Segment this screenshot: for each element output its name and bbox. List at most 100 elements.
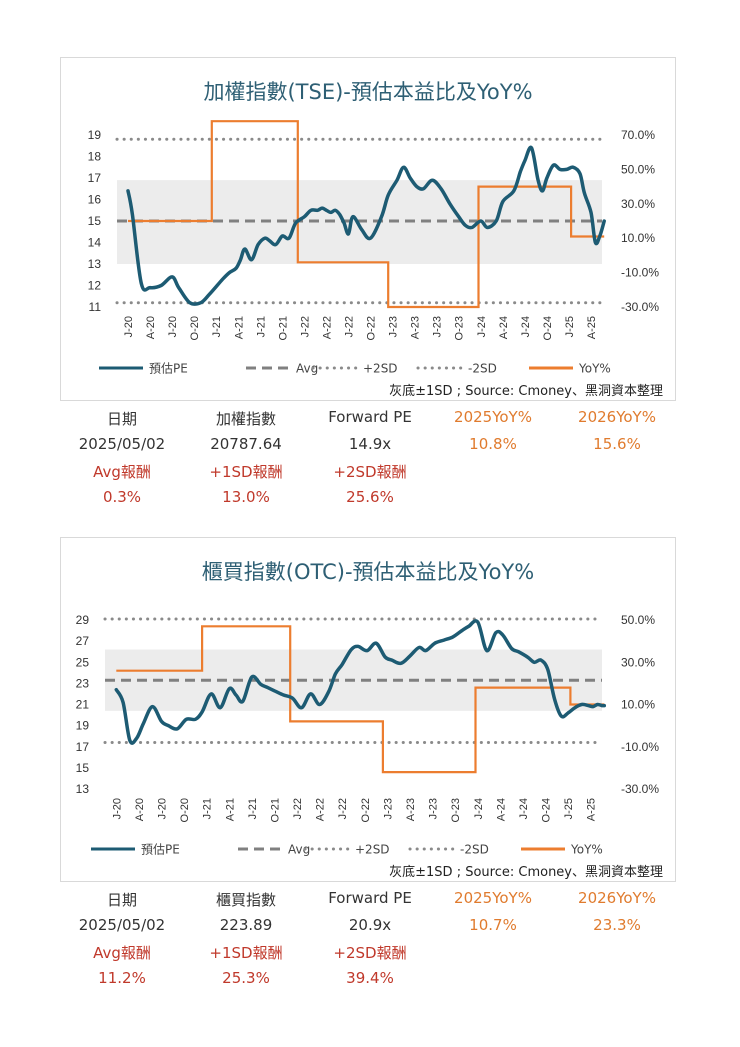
x-axis-tick: O-21 — [277, 316, 289, 340]
x-axis-tick: O-20 — [189, 316, 201, 340]
x-axis-tick: O-24 — [542, 316, 554, 340]
stat-value-2026yoy: 15.6% — [593, 435, 641, 453]
x-axis-tick: J-23 — [428, 798, 440, 819]
stat-value-date: 2025/05/02 — [78, 916, 166, 934]
x-axis-tick: J-24 — [518, 798, 530, 819]
right-axis-tick: 30.0% — [621, 655, 655, 669]
x-axis-tick: O-20 — [179, 798, 191, 822]
stat-value-2025yoy: 10.7% — [469, 916, 517, 934]
left-axis-tick: 19 — [76, 719, 90, 733]
x-axis-tick: J-23 — [388, 316, 400, 337]
legend-label: Avg — [296, 362, 318, 376]
x-axis-tick: O-24 — [541, 798, 553, 822]
x-axis-tick: J-25 — [564, 316, 576, 337]
legend-label: -2SD — [468, 362, 497, 376]
stat-value-1sd-return: 13.0% — [222, 488, 270, 506]
x-axis-tick: O-23 — [454, 316, 466, 340]
stat-header-index: 櫃買指數 — [215, 891, 276, 909]
x-axis-tick: A-20 — [145, 316, 157, 339]
stat-header-2sd-return: +2SD報酬 — [333, 463, 407, 481]
right-axis-tick: 50.0% — [621, 613, 655, 627]
left-axis-tick: 15 — [88, 214, 102, 228]
left-axis-tick: 17 — [88, 171, 102, 185]
x-axis-tick: J-20 — [167, 316, 179, 337]
stat-value-2026yoy: 23.3% — [593, 916, 641, 934]
chart-title: 加權指數(TSE)-預估本益比及YoY% — [203, 80, 533, 104]
source-note: 灰底±1SD ; Source: Cmoney、黑洞資本整理 — [389, 865, 663, 880]
left-axis-tick: 13 — [76, 782, 90, 796]
stat-header-2025yoy: 2025YoY% — [454, 408, 532, 426]
right-axis-tick: 10.0% — [621, 231, 655, 245]
stat-value-avg-return: 11.2% — [98, 969, 146, 987]
x-axis-tick: J-22 — [343, 316, 355, 337]
legend-label: 預估PE — [149, 362, 188, 376]
legend-label: +2SD — [355, 843, 390, 857]
x-axis-tick: J-22 — [292, 798, 304, 819]
x-axis-tick: O-23 — [450, 798, 462, 822]
x-axis-tick: J-25 — [563, 798, 575, 819]
x-axis-tick: A-25 — [586, 316, 598, 339]
x-axis-tick: A-24 — [495, 798, 507, 821]
right-axis-tick: -10.0% — [621, 266, 659, 280]
stat-header-date: 日期 — [106, 891, 137, 909]
x-axis-tick: J-20 — [123, 316, 135, 337]
stat-header-2026yoy: 2026YoY% — [578, 408, 656, 426]
x-axis-tick: A-22 — [321, 316, 333, 339]
stat-value-index: 223.89 — [219, 916, 273, 934]
legend-label: YoY% — [570, 843, 603, 857]
x-axis-tick: A-22 — [315, 798, 327, 821]
left-axis-tick: 14 — [88, 236, 102, 250]
stat-value-1sd-return: 25.3% — [222, 969, 270, 987]
stat-value-forward-pe: 14.9x — [348, 435, 392, 453]
x-axis-tick: J-22 — [337, 798, 349, 819]
stat-header-avg-return: Avg報酬 — [93, 944, 151, 962]
legend-label: 預估PE — [141, 843, 180, 857]
x-axis-tick: A-20 — [134, 798, 146, 821]
stat-header-index: 加權指數 — [215, 410, 276, 428]
x-axis-tick: J-21 — [247, 798, 259, 819]
right-axis-tick: -30.0% — [621, 782, 659, 796]
otc-chart-panel: 櫃買指數(OTC)-預估本益比及YoY% 13 15 17 19 21 23 25 27 29 -… — [60, 537, 676, 882]
right-axis-tick: 10.0% — [621, 698, 655, 712]
x-axis-tick: J-24 — [473, 798, 485, 819]
left-axis-tick: 19 — [88, 128, 102, 142]
tse-chart-panel: 加權指數(TSE)-預估本益比及YoY% 11 12 13 14 15 16 17 18 19 -… — [60, 57, 676, 401]
x-axis-tick: J-21 — [202, 798, 214, 819]
left-axis-tick: 27 — [76, 634, 90, 648]
x-axis-tick: A-21 — [233, 316, 245, 339]
yoy-series-line — [128, 120, 605, 309]
stat-value-2sd-return: 25.6% — [346, 488, 394, 506]
right-axis-tick: 70.0% — [621, 128, 655, 142]
tse-chart: 11 12 13 14 15 16 17 18 19 -30.0% -10.0% 10.0% 30.0%… — [88, 120, 659, 376]
x-axis-tick: J-23 — [382, 798, 394, 819]
legend-label: Avg — [288, 843, 310, 857]
legend-label: YoY% — [578, 362, 611, 376]
left-axis-tick: 11 — [89, 300, 102, 314]
left-axis-tick: 18 — [88, 150, 102, 164]
left-axis-tick: 29 — [76, 613, 90, 627]
stat-header-2025yoy: 2025YoY% — [454, 889, 532, 907]
left-axis-tick: 21 — [76, 698, 90, 712]
left-axis-tick: 15 — [76, 761, 90, 775]
x-axis-tick: A-25 — [586, 798, 598, 821]
stat-value-avg-return: 0.3% — [102, 488, 142, 506]
stat-header-forward-pe: Forward PE — [328, 889, 412, 907]
stat-value-2025yoy: 10.8% — [469, 435, 517, 453]
x-axis-tick: J-20 — [156, 798, 168, 819]
x-axis-tick: J-23 — [432, 316, 444, 337]
source-note: 灰底±1SD ; Source: Cmoney、黑洞資本整理 — [389, 384, 663, 399]
legend-label: -2SD — [460, 843, 489, 857]
x-axis-tick: A-23 — [405, 798, 417, 821]
x-axis-tick: A-24 — [498, 316, 510, 339]
x-axis-tick: J-21 — [211, 316, 223, 337]
left-axis-tick: 17 — [76, 740, 90, 754]
stat-value-index: 20787.64 — [210, 435, 282, 453]
stat-header-date: 日期 — [106, 410, 137, 428]
x-axis-tick: J-24 — [476, 316, 488, 337]
x-axis-tick: O-21 — [269, 798, 281, 822]
right-axis-tick: 50.0% — [621, 162, 655, 176]
stat-header-1sd-return: +1SD報酬 — [209, 944, 283, 962]
left-axis-tick: 25 — [76, 655, 90, 669]
right-axis-tick: -10.0% — [621, 740, 659, 754]
stat-value-forward-pe: 20.9x — [348, 916, 392, 934]
